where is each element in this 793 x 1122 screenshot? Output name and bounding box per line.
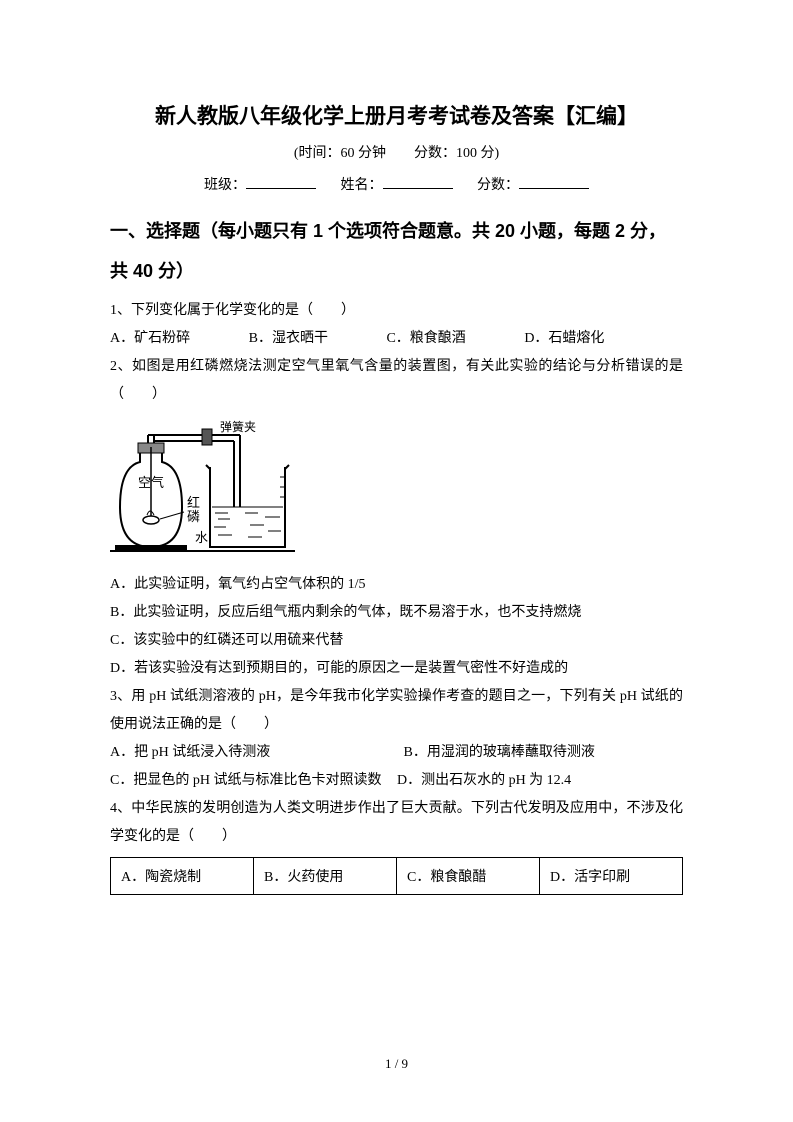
q4-option-a: A．陶瓷烧制 (111, 858, 254, 895)
q3-option-c: C．把显色的 pH 试纸与标准比色卡对照读数 (110, 767, 381, 795)
q1-option-a: A．矿石粉碎 (110, 325, 190, 353)
diagram-label-water: 水 (195, 530, 208, 545)
q3-options-row1: A．把 pH 试纸浸入待测液 B．用湿润的玻璃棒蘸取待测液 (110, 739, 683, 767)
exam-subtitle: (时间：60 分钟 分数：100 分) (110, 142, 683, 162)
q2-stem: 2、如图是用红磷燃烧法测定空气里氧气含量的装置图，有关此实验的结论与分析错误的是… (110, 353, 683, 409)
q3-options-row2: C．把显色的 pH 试纸与标准比色卡对照读数 D．测出石灰水的 pH 为 12.… (110, 767, 683, 795)
q3-stem: 3、用 pH 试纸测溶液的 pH，是今年我市化学实验操作考查的题目之一，下列有关… (110, 683, 683, 739)
q4-option-b: B．火药使用 (254, 858, 397, 895)
q2-option-b: B．此实验证明，反应后组气瓶内剩余的气体，既不易溶于水，也不支持燃烧 (110, 599, 683, 627)
q1-option-c: C．粮食酿酒 (386, 325, 465, 353)
q3-option-d: D．测出石灰水的 pH 为 12.4 (397, 767, 571, 795)
q1-options: A．矿石粉碎 B．湿衣晒干 C．粮食酿酒 D．石蜡熔化 (110, 325, 683, 353)
name-label: 姓名： (341, 178, 383, 193)
svg-text:磷: 磷 (187, 509, 200, 524)
q3-option-b: B．用湿润的玻璃棒蘸取待测液 (404, 739, 595, 767)
q2-diagram: 弹簧夹 空气 红 磷 (110, 417, 683, 567)
q4-options-table: A．陶瓷烧制 B．火药使用 C．粮食酿醋 D．活字印刷 (110, 857, 683, 895)
q2-option-d: D．若该实验没有达到预期目的，可能的原因之一是装置气密性不好造成的 (110, 655, 683, 683)
q4-option-c: C．粮食酿醋 (397, 858, 540, 895)
diagram-label-clip: 弹簧夹 (220, 419, 256, 434)
q4-stem: 4、中华民族的发明创造为人类文明进步作出了巨大贡献。下列古代发明及应用中，不涉及… (110, 795, 683, 851)
class-blank (246, 175, 316, 189)
page-number: 1 / 9 (0, 1056, 793, 1072)
q1-option-b: B．湿衣晒干 (249, 325, 328, 353)
q1-stem: 1、下列变化属于化学变化的是（ ） (110, 297, 683, 325)
section-1-header: 一、选择题（每小题只有 1 个选项符合题意。共 20 小题，每题 2 分，共 4… (110, 212, 683, 291)
score-blank (519, 175, 589, 189)
name-blank (383, 175, 453, 189)
score-label: 分数： (477, 178, 519, 193)
q3-option-a: A．把 pH 试纸浸入待测液 (110, 739, 400, 767)
diagram-label-redp: 红 (187, 495, 200, 510)
student-info-line: 班级： 姓名： 分数： (110, 174, 683, 194)
q1-option-d: D．石蜡熔化 (524, 325, 604, 353)
q2-option-c: C．该实验中的红磷还可以用硫来代替 (110, 627, 683, 655)
class-label: 班级： (204, 178, 246, 193)
q4-option-d: D．活字印刷 (540, 858, 683, 895)
q2-option-a: A．此实验证明，氧气约占空气体积的 1/5 (110, 571, 683, 599)
page-title: 新人教版八年级化学上册月考考试卷及答案【汇编】 (110, 100, 683, 130)
